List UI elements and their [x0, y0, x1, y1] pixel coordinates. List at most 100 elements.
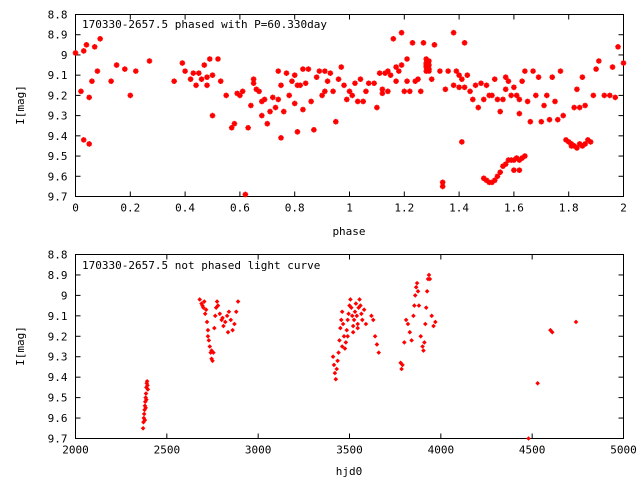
- data-point: [590, 92, 597, 99]
- data-point: [549, 329, 555, 335]
- y-axis-label-bottom: I[mag]: [14, 326, 27, 366]
- data-point: [250, 76, 257, 83]
- x-tick-label: 3000: [245, 444, 272, 457]
- x-tick-label: 0: [72, 202, 79, 215]
- data-point: [489, 92, 495, 99]
- data-point: [213, 305, 219, 310]
- data-point: [423, 56, 430, 62]
- data-point: [233, 309, 239, 315]
- data-point: [141, 411, 147, 417]
- data-point: [253, 86, 260, 93]
- data-point: [374, 104, 380, 111]
- data-point: [450, 82, 457, 89]
- data-point: [464, 72, 471, 78]
- data-point: [197, 297, 203, 302]
- data-point: [203, 307, 209, 312]
- data-point: [480, 175, 487, 182]
- data-point: [223, 92, 229, 99]
- data-point: [478, 80, 484, 87]
- data-point: [171, 78, 177, 85]
- data-point: [300, 66, 306, 72]
- data-point: [413, 284, 419, 290]
- data-point: [342, 346, 348, 351]
- data-point: [337, 338, 342, 343]
- data-point: [239, 88, 246, 95]
- data-point: [372, 333, 378, 339]
- data-point: [204, 74, 210, 80]
- data-point: [291, 72, 298, 78]
- data-point: [259, 112, 265, 119]
- y-tick-label: 9.4: [48, 130, 68, 143]
- data-point: [423, 321, 428, 327]
- data-point: [231, 120, 238, 127]
- data-point: [379, 90, 386, 97]
- data-point: [535, 381, 540, 386]
- data-point: [205, 333, 211, 339]
- data-point: [343, 96, 350, 103]
- data-point: [300, 106, 306, 113]
- y-tick-label: 8.9: [48, 269, 68, 282]
- data-point: [437, 68, 443, 74]
- data-point: [404, 56, 410, 62]
- data-point: [612, 94, 619, 101]
- data-point: [363, 321, 369, 327]
- data-point: [409, 40, 416, 46]
- data-point: [353, 301, 359, 306]
- data-point: [543, 92, 550, 99]
- data-point: [198, 76, 205, 83]
- data-point: [371, 80, 377, 87]
- data-point: [209, 72, 216, 78]
- data-point: [519, 78, 525, 85]
- data-point: [573, 319, 579, 325]
- data-point: [415, 76, 421, 83]
- data-point: [350, 329, 356, 335]
- data-point: [360, 98, 366, 105]
- data-point: [311, 126, 317, 133]
- data-point: [235, 299, 241, 304]
- data-point: [330, 354, 336, 360]
- data-point: [546, 116, 553, 123]
- data-point: [423, 60, 430, 66]
- data-point: [140, 425, 146, 431]
- data-point: [345, 317, 350, 323]
- data-point: [480, 96, 487, 103]
- data-point: [516, 157, 523, 163]
- data-point: [416, 303, 422, 308]
- data-point: [261, 96, 268, 103]
- data-point: [338, 325, 343, 331]
- data-point: [89, 78, 95, 85]
- data-point: [351, 317, 357, 323]
- data-point: [220, 315, 225, 321]
- data-point: [376, 70, 383, 76]
- data-point: [497, 108, 503, 115]
- y-tick-label: 9.6: [48, 170, 68, 183]
- y-tick-label: 9.1: [48, 69, 68, 82]
- data-point: [86, 141, 92, 147]
- y-tick-label: 8.8: [48, 249, 68, 262]
- data-point: [409, 338, 414, 343]
- data-point: [144, 378, 150, 384]
- data-point: [433, 319, 438, 325]
- data-point: [308, 98, 314, 105]
- data-point: [582, 102, 588, 109]
- data-point: [179, 60, 186, 66]
- data-point: [382, 70, 388, 76]
- data-point: [426, 66, 432, 72]
- data-point: [431, 42, 438, 48]
- data-point: [423, 305, 429, 310]
- data-point: [335, 76, 342, 83]
- data-point: [352, 309, 358, 315]
- data-point: [80, 48, 87, 54]
- data-point: [467, 88, 473, 95]
- data-point: [576, 104, 583, 111]
- data-point: [207, 344, 213, 349]
- y-tick-label: 9.3: [48, 351, 68, 364]
- data-point: [204, 319, 210, 325]
- data-point: [339, 309, 345, 315]
- data-point: [579, 74, 586, 80]
- data-point: [294, 128, 301, 135]
- data-point: [206, 338, 212, 343]
- x-tick-label: 0.4: [175, 202, 195, 215]
- data-point: [379, 86, 386, 93]
- x-tick-label: 4000: [428, 444, 455, 457]
